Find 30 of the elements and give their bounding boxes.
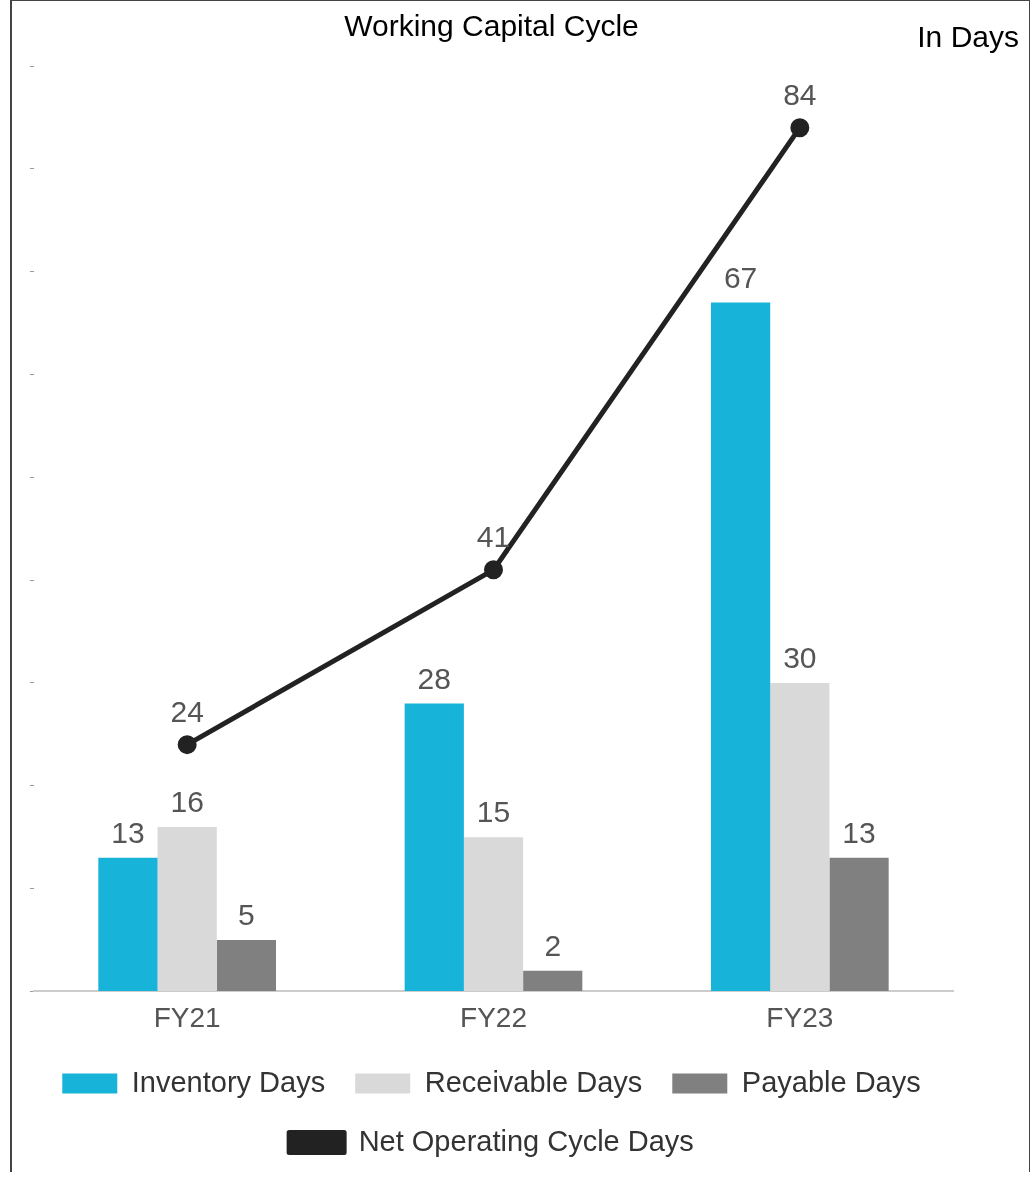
bar: [711, 302, 771, 991]
bar: [157, 826, 217, 991]
data-label: 41: [476, 520, 511, 554]
data-label: 16: [170, 785, 204, 819]
bar: [523, 970, 583, 991]
data-label: 13: [111, 816, 145, 849]
legend-label: Net Operating Cycle Days: [358, 1124, 694, 1157]
bar: [98, 857, 158, 991]
x-tick-label: FY21: [153, 1001, 221, 1033]
bar: [404, 703, 464, 991]
data-label: 67: [723, 260, 758, 294]
data-label: 2: [544, 929, 562, 963]
data-label: 84: [783, 77, 817, 111]
data-label: 28: [417, 661, 451, 695]
x-tick-label: FY23: [766, 1001, 834, 1033]
data-label: 24: [170, 694, 204, 728]
bar: [829, 857, 889, 991]
bar: [463, 837, 524, 991]
data-label: 15: [476, 795, 511, 829]
legend-label: Receivable Days: [424, 1065, 643, 1098]
chart-title: Working Capital Cycle: [344, 9, 639, 43]
data-label: 30: [783, 641, 817, 675]
legend-label: Inventory Days: [131, 1065, 326, 1098]
legend-label: Payable Days: [741, 1065, 921, 1098]
data-label: 5: [238, 898, 255, 932]
text: In Days: [917, 20, 1019, 54]
data-label: 13: [842, 816, 876, 849]
bar: [770, 682, 830, 991]
x-tick-label: FY22: [460, 1001, 527, 1033]
bar: [216, 939, 276, 991]
